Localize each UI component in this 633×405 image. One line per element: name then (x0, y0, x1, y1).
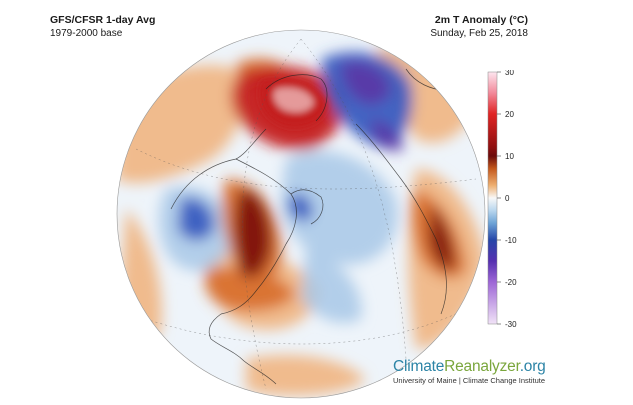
colorbar: 30 20 10 0 -10 -20 -30 (487, 70, 517, 329)
colorbar-tick-label: -20 (505, 278, 517, 287)
brand-block: ClimateReanalyzer.org University of Main… (393, 358, 546, 386)
graticule (135, 38, 477, 390)
colorbar-tick-label: 0 (505, 194, 510, 203)
map-date: Sunday, Feb 25, 2018 (430, 28, 528, 39)
globe-map (116, 29, 486, 399)
colorbar-tick-label: 30 (505, 70, 514, 77)
brand-subtitle: University of Maine | Climate Change Ins… (393, 376, 546, 385)
baseline-period: 1979-2000 base (50, 28, 123, 39)
header-left: GFS/CFSR 1-day Avg 1979-2000 base (50, 14, 155, 40)
colorbar-tick-label: -10 (505, 236, 517, 245)
colorbar-tick-label: 20 (505, 110, 514, 119)
colorbar-tick-label: 10 (505, 152, 514, 161)
brand-logo: ClimateReanalyzer.org (393, 358, 546, 375)
header-right: 2m T Anomaly (°C) Sunday, Feb 25, 2018 (430, 14, 528, 40)
colorbar-tick-label: -30 (505, 320, 517, 329)
map-source-title: GFS/CFSR 1-day Avg (50, 14, 156, 26)
colorbar-gradient (487, 71, 498, 325)
variable-title: 2m T Anomaly (°C) (434, 14, 528, 26)
coastlines (170, 68, 447, 385)
colorbar-ticks: 30 20 10 0 -10 -20 -30 (497, 70, 517, 329)
anomaly-core (258, 78, 328, 128)
